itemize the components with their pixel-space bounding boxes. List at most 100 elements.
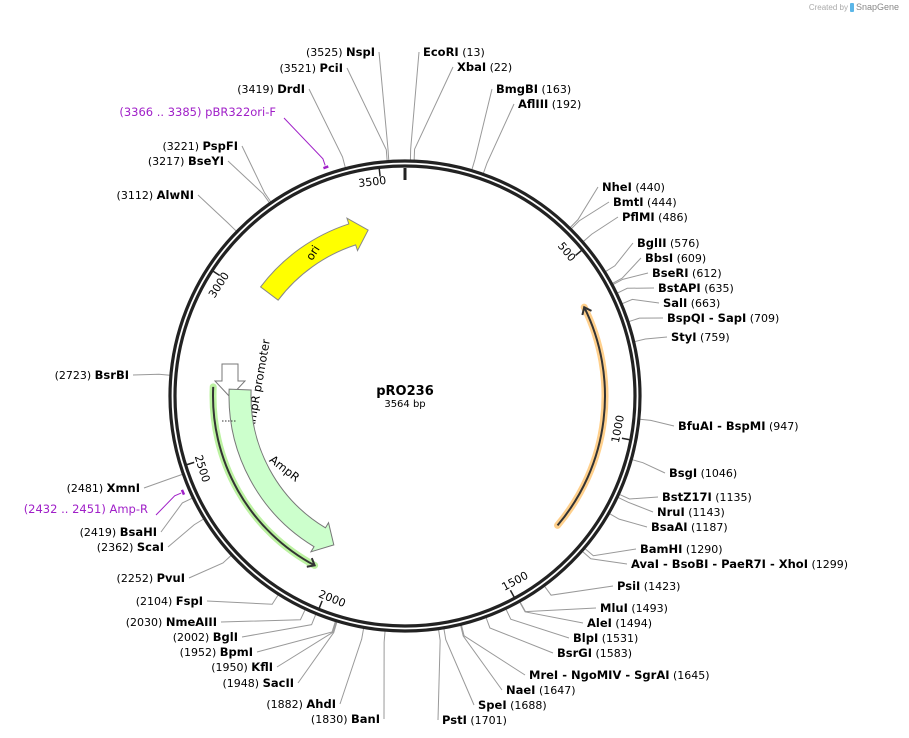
- restriction-site[interactable]: BsaAI (1187): [651, 520, 728, 534]
- site-label: (2419) BsaHI: [80, 525, 157, 539]
- site-enzyme-name: FspI: [176, 594, 203, 608]
- site-label: BstAPI (635): [658, 281, 734, 295]
- site-enzyme-name: SalI: [663, 296, 687, 310]
- tick-label: 2500: [192, 453, 213, 484]
- site-leader: [621, 298, 660, 305]
- restriction-site[interactable]: SalI (663): [663, 296, 720, 310]
- site-enzyme-name: MreI - NgoMIV - SgrAI: [529, 668, 670, 682]
- site-enzyme-name: AlwNI: [157, 188, 194, 202]
- site-enzyme-name: BglII: [637, 236, 667, 250]
- site-enzyme-name: BstZ17I: [662, 490, 712, 504]
- restriction-site[interactable]: (3112) AlwNI: [117, 188, 194, 202]
- site-position: (2362): [97, 541, 137, 554]
- site-position: (1882): [266, 698, 306, 711]
- site-position: (1290): [682, 543, 722, 556]
- restriction-site[interactable]: PflMI (486): [622, 210, 688, 224]
- site-label: (3112) AlwNI: [117, 188, 194, 202]
- restriction-site[interactable]: BstAPI (635): [658, 281, 734, 295]
- restriction-site[interactable]: NruI (1143): [657, 505, 725, 519]
- restriction-site[interactable]: (3419) DrdI: [237, 82, 305, 96]
- restriction-site[interactable]: BspQI - SapI (709): [667, 311, 779, 325]
- site-position: (2104): [136, 595, 176, 608]
- restriction-site[interactable]: BamHI (1290): [640, 542, 723, 556]
- restriction-site[interactable]: (1882) AhdI: [266, 697, 336, 711]
- restriction-site[interactable]: (1950) KflI: [211, 660, 273, 674]
- site-position: (486): [655, 211, 688, 224]
- restriction-site[interactable]: PsiI (1423): [617, 579, 680, 593]
- site-enzyme-name: BseRI: [652, 266, 689, 280]
- restriction-site[interactable]: BseRI (612): [652, 266, 722, 280]
- restriction-site[interactable]: XbaI (22): [457, 60, 512, 74]
- restriction-site[interactable]: BsrGI (1583): [557, 646, 632, 660]
- restriction-site[interactable]: StyI (759): [671, 330, 730, 344]
- primer-label[interactable]: (3366 .. 3385) pBR322ori-F: [119, 105, 276, 119]
- site-enzyme-name: ScaI: [137, 540, 164, 554]
- restriction-site[interactable]: SpeI (1688): [478, 698, 547, 712]
- restriction-site[interactable]: PstI (1701): [442, 713, 507, 727]
- restriction-site[interactable]: BsgI (1046): [669, 466, 737, 480]
- site-position: (1948): [223, 677, 263, 690]
- restriction-site[interactable]: (1948) SacII: [223, 676, 295, 690]
- site-label: AflIII (192): [518, 97, 581, 111]
- site-position: (1701): [467, 714, 507, 727]
- site-leader: [485, 617, 554, 654]
- site-label: BamHI (1290): [640, 542, 723, 556]
- site-position: (1531): [598, 632, 638, 645]
- restriction-site[interactable]: (3525) NspI: [306, 45, 375, 59]
- restriction-site[interactable]: BfuAI - BspMI (947): [678, 419, 799, 433]
- site-enzyme-name: PstI: [442, 713, 467, 727]
- site-label: (2362) ScaI: [97, 540, 164, 554]
- restriction-site[interactable]: (2252) PvuI: [117, 571, 185, 585]
- restriction-site[interactable]: (3217) BseYI: [148, 154, 224, 168]
- site-enzyme-name: NruI: [657, 505, 685, 519]
- site-enzyme-name: AflIII: [518, 97, 548, 111]
- site-label: BsgI (1046): [669, 466, 737, 480]
- restriction-site[interactable]: BbsI (609): [645, 251, 706, 265]
- restriction-site[interactable]: BglII (576): [637, 236, 700, 250]
- credit-brand: SnapGene: [855, 2, 899, 12]
- restriction-site[interactable]: MluI (1493): [600, 601, 668, 615]
- restriction-site[interactable]: (2481) XmnI: [67, 481, 140, 495]
- restriction-site[interactable]: (2362) ScaI: [97, 540, 164, 554]
- restriction-site[interactable]: BstZ17I (1135): [662, 490, 752, 504]
- site-position: (2419): [80, 526, 120, 539]
- primer-label[interactable]: (2432 .. 2451) Amp-R: [24, 502, 148, 516]
- site-leader: [437, 629, 441, 721]
- site-label: (2481) XmnI: [67, 481, 140, 495]
- tick-mark: [186, 461, 195, 466]
- restriction-site[interactable]: AflIII (192): [518, 97, 581, 111]
- plasmid-length: 3564 bp: [384, 399, 426, 410]
- restriction-site[interactable]: (2419) BsaHI: [80, 525, 157, 539]
- snapgene-credit: Created by SnapGene: [809, 2, 899, 12]
- site-position: (1046): [697, 467, 737, 480]
- restriction-site[interactable]: BmtI (444): [613, 195, 677, 209]
- site-enzyme-name: BlpI: [573, 631, 598, 645]
- site-label: PsiI (1423): [617, 579, 680, 593]
- restriction-site[interactable]: (2104) FspI: [136, 594, 203, 608]
- restriction-site[interactable]: EcoRI (13): [423, 45, 485, 59]
- restriction-site[interactable]: MreI - NgoMIV - SgrAI (1645): [529, 668, 710, 682]
- restriction-site[interactable]: (3521) PciI: [279, 61, 343, 75]
- site-leader: [167, 518, 204, 548]
- restriction-site[interactable]: NheI (440): [602, 180, 665, 194]
- site-leader: [617, 496, 654, 513]
- site-leader: [612, 257, 642, 284]
- restriction-site[interactable]: (2002) BglI: [173, 630, 238, 644]
- site-leader: [413, 66, 454, 161]
- site-label: (2723) BsrBI: [55, 368, 129, 382]
- restriction-site[interactable]: (1830) BanI: [311, 712, 380, 726]
- restriction-site[interactable]: AleI (1494): [587, 616, 652, 630]
- site-label: (2030) NmeAIII: [126, 615, 217, 629]
- restriction-site[interactable]: BmgBI (163): [496, 82, 571, 96]
- site-label: NruI (1143): [657, 505, 725, 519]
- restriction-site[interactable]: (1952) BpmI: [180, 645, 253, 659]
- restriction-site[interactable]: NaeI (1647): [506, 683, 576, 697]
- site-position: (2030): [126, 616, 166, 629]
- restriction-site[interactable]: BlpI (1531): [573, 631, 638, 645]
- restriction-site[interactable]: (2723) BsrBI: [55, 368, 129, 382]
- restriction-site[interactable]: AvaI - BsoBI - PaeR7I - XhoI (1299): [631, 557, 848, 571]
- tick-label: 500: [555, 240, 578, 264]
- restriction-site[interactable]: (2030) NmeAIII: [126, 615, 217, 629]
- restriction-site[interactable]: (3221) PspFI: [162, 139, 238, 153]
